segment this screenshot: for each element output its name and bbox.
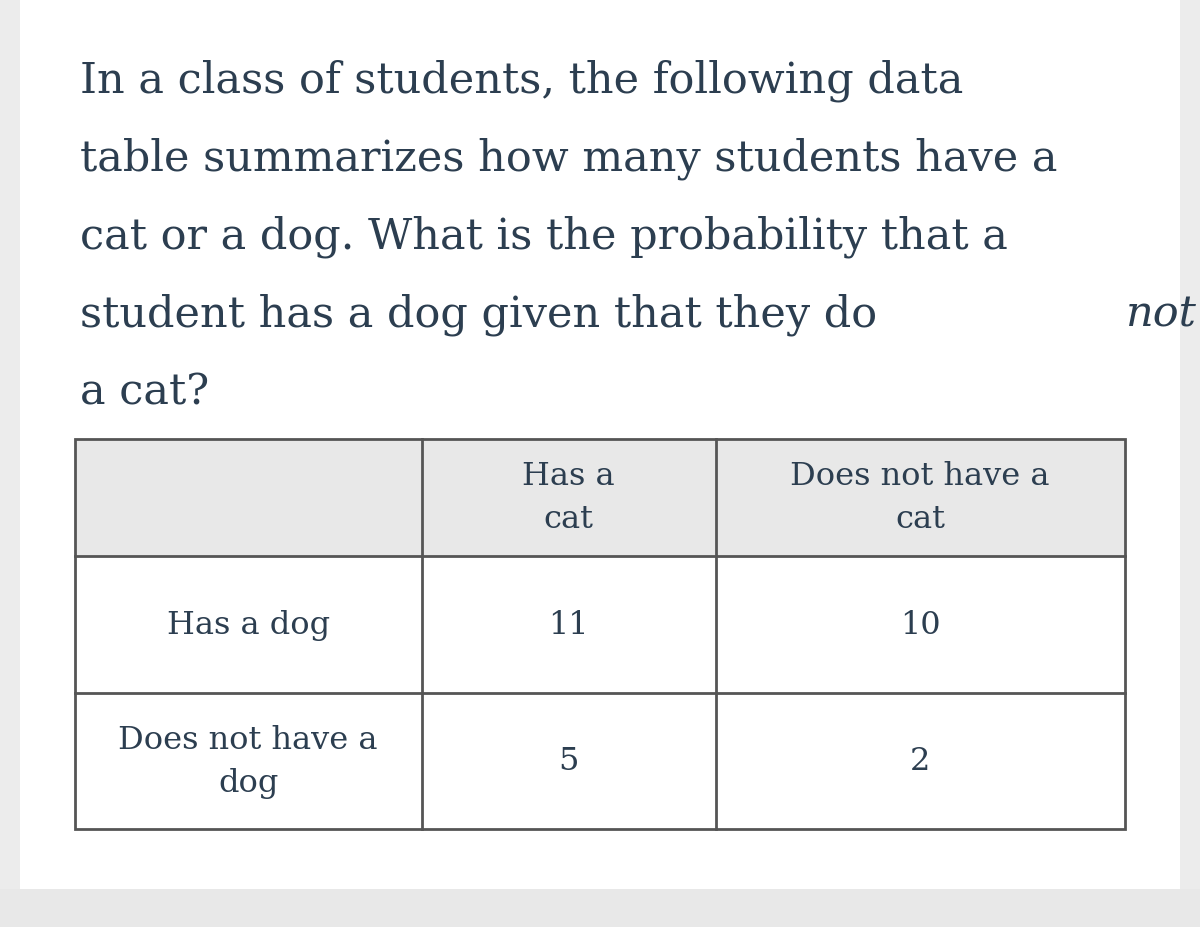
Bar [421,556,715,692]
Text: 2: 2 [910,745,930,777]
Bar [74,556,421,692]
Bar [74,692,421,829]
Text: table summarizes how many students have a: table summarizes how many students have … [80,138,1057,181]
Text: 10: 10 [900,609,941,640]
Bar [421,439,715,556]
Text: student has a dog given that they do: student has a dog given that they do [80,294,890,337]
Bar [74,439,1126,829]
Bar [715,556,1126,692]
Bar [0,0,20,927]
Bar [1180,0,1200,927]
Bar [715,692,1126,829]
Bar [715,439,1126,556]
Text: In a class of students, the following data: In a class of students, the following da… [80,60,964,102]
Text: not: not [1126,294,1198,336]
Text: 11: 11 [548,609,589,640]
Bar [421,692,715,829]
Text: cat or a dog. What is the probability that a: cat or a dog. What is the probability th… [80,216,1008,259]
Text: Has a dog: Has a dog [167,609,330,640]
Text: Does not have a
cat: Does not have a cat [791,461,1050,535]
Text: Has a
cat: Has a cat [522,461,614,535]
Text: Does not have a
dog: Does not have a dog [119,724,378,798]
Bar [74,439,421,556]
Text: a cat?: a cat? [80,372,209,413]
Text: 5: 5 [558,745,578,777]
Bar [0,889,1200,927]
